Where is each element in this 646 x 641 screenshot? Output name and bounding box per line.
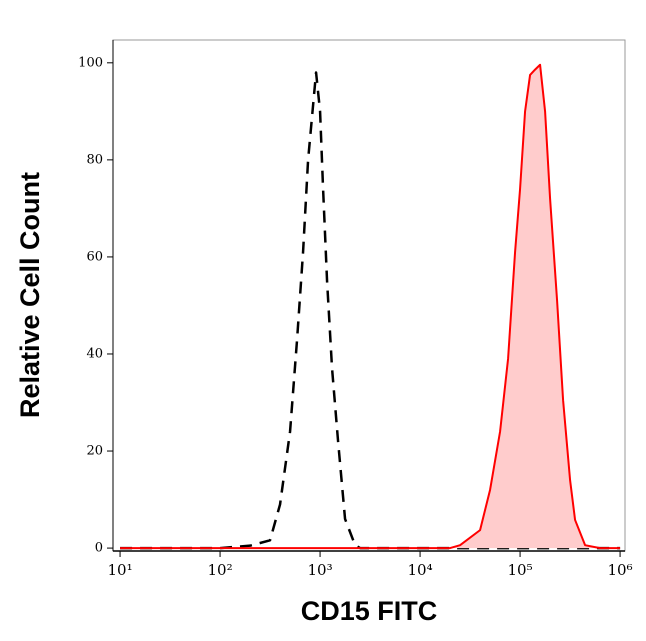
x-tick-label: 10⁶ — [608, 561, 633, 579]
y-tick-label: 80 — [86, 152, 103, 167]
y-axis-title: Relative Cell Count — [15, 172, 45, 418]
x-tick-label: 10⁵ — [508, 561, 533, 579]
x-tick-label: 10¹ — [108, 561, 133, 579]
y-tick-label: 20 — [86, 444, 103, 459]
y-tick-label: 40 — [86, 346, 103, 361]
y-tick-label: 60 — [86, 249, 103, 264]
x-tick-label: 10⁴ — [408, 561, 433, 579]
x-tick-label: 10³ — [308, 561, 333, 579]
y-tick-label: 0 — [95, 541, 103, 556]
histogram-line — [120, 71, 621, 550]
x-tick-label: 10² — [208, 561, 233, 579]
y-tick-label: 100 — [78, 55, 103, 70]
histogram-area — [120, 63, 621, 550]
x-axis-title: CD15 FITC — [301, 596, 438, 626]
